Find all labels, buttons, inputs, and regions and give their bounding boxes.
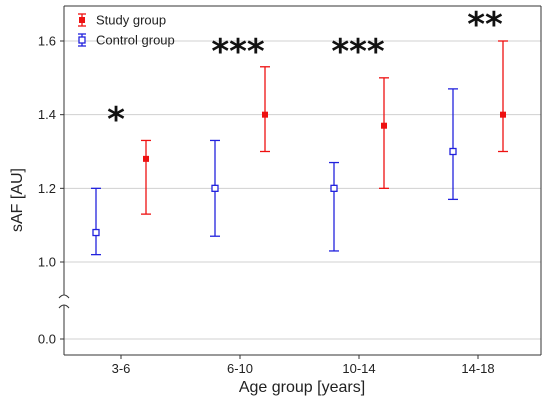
legend-marker-control xyxy=(78,36,86,44)
axis-break-mark xyxy=(58,304,70,309)
data-point-study xyxy=(381,122,387,129)
chart-marks xyxy=(91,40,508,256)
data-point-study xyxy=(143,155,149,162)
x-tick-label: 14-18 xyxy=(461,361,494,376)
x-tick-label: 10-14 xyxy=(342,361,375,376)
data-point-control xyxy=(330,184,338,192)
significance-markers: **** ***** xyxy=(107,5,503,140)
axes xyxy=(58,5,542,356)
y-tick-label: 1.4 xyxy=(38,107,56,122)
x-tick-label: 3-6 xyxy=(112,361,131,376)
legend-marker-study xyxy=(79,17,85,23)
legend-label: Control group xyxy=(96,33,175,48)
significance-label: * xyxy=(107,100,125,140)
legend-label: Study group xyxy=(96,13,166,28)
data-point-study xyxy=(500,111,506,118)
y-tick-label: 1.0 xyxy=(38,255,56,270)
x-axis-ticks: 3-6 6-10 10-14 14-18 xyxy=(112,355,495,376)
x-tick-label: 6-10 xyxy=(227,361,253,376)
data-point-control xyxy=(92,228,100,237)
significance-label: *** xyxy=(331,32,385,72)
x-axis-label: Age group [years] xyxy=(239,379,365,396)
data-point-control xyxy=(449,147,457,156)
significance-label: ** xyxy=(467,5,503,45)
y-tick-label: 1.6 xyxy=(38,34,56,49)
significance-label: *** xyxy=(211,32,265,72)
y-axis-ticks: 0.0 1.0 1.2 1.4 1.6 xyxy=(38,34,64,347)
axis-break-mark xyxy=(58,294,70,299)
y-tick-label: 0.0 xyxy=(38,332,56,347)
data-point-control xyxy=(211,184,219,192)
legend: Study group Control group xyxy=(78,13,175,48)
y-tick-label: 1.2 xyxy=(38,181,56,196)
grid xyxy=(64,40,541,340)
data-point-study xyxy=(262,111,268,118)
y-axis-label: sAF [AU] xyxy=(9,168,26,232)
